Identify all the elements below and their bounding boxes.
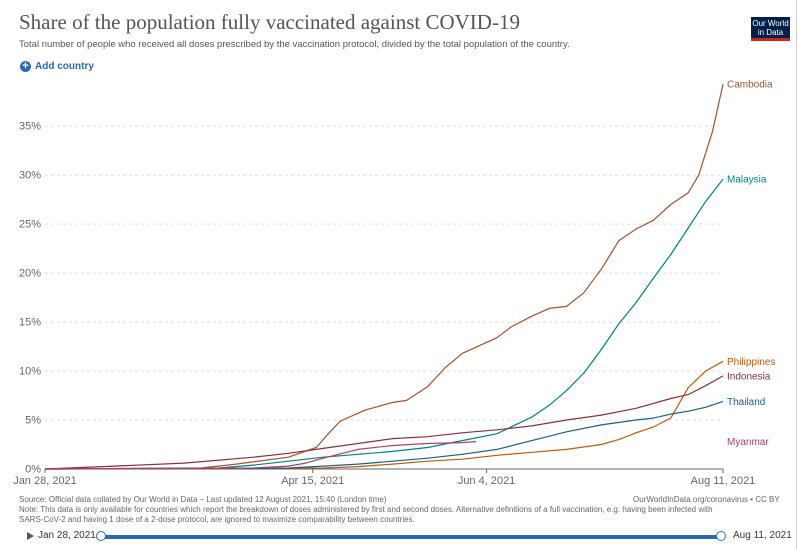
timeline-end-label: Aug 11, 2021 (733, 530, 792, 541)
definition-note-line1: Note: This data is only available for co… (19, 505, 713, 514)
chart-subtitle: Total number of people who received all … (19, 39, 570, 50)
credit-link[interactable]: OurWorldInData.org/coronavirus • CC BY (633, 495, 780, 504)
y-tick-label: 15% (19, 317, 41, 329)
y-tick-label: 25% (19, 219, 41, 231)
source-note: Source: Official data collated by Our Wo… (19, 495, 387, 504)
timeline-end-handle[interactable] (716, 531, 726, 541)
gridlines (45, 125, 723, 470)
frame-border (796, 0, 797, 549)
series-line-cambodia (44, 83, 724, 470)
add-country-label: Add country (35, 61, 94, 72)
x-tick-label: Jun 4, 2021 (458, 475, 516, 487)
series-label-philippines: Philippines (727, 357, 775, 368)
series-line-indonesia (44, 375, 724, 470)
timeline-start-handle[interactable] (96, 531, 106, 541)
y-tick-label: 20% (19, 268, 41, 280)
x-tick-label: Aug 11, 2021 (691, 475, 756, 487)
plus-icon: + (20, 61, 31, 72)
x-tick-label: Jan 28, 2021 (13, 475, 77, 487)
timeline-track[interactable] (101, 535, 721, 539)
logo-line1: Our World (752, 19, 789, 28)
y-axis-ticks: 0% 5% 10% 15% 20% 25% 30% 35% (19, 121, 41, 476)
owid-logo[interactable]: Our World in Data (751, 17, 790, 41)
series-label-cambodia: Cambodia (727, 80, 773, 91)
series-line-philippines (44, 360, 724, 470)
series-line-malaysia (44, 178, 724, 470)
series-lines (44, 83, 724, 470)
x-axis-ticks: Jan 28, 2021 Apr 15, 2021 Jun 4, 2021 Aug 1… (13, 469, 755, 487)
logo-line2: in Data (757, 28, 784, 37)
chart-title: Share of the population fully vaccinated… (19, 10, 520, 34)
series-label-myanmar: Myanmar (727, 437, 769, 448)
series-label-indonesia: Indonesia (727, 371, 771, 382)
y-tick-label: 10% (19, 366, 41, 378)
timeline-start: Jan 28, 2021 (27, 530, 96, 541)
series-labels: Cambodia Malaysia Philippines Indonesia Thai… (727, 80, 775, 449)
y-tick-label: 30% (19, 170, 41, 182)
x-tick-label: Apr 15, 2021 (281, 475, 344, 487)
line-chart: 0% 5% 10% 15% 20% 25% 30% 35% Jan 28, 2021 Apr 1… (13, 80, 775, 487)
definition-note-line2: SARS-CoV-2 and having 1 dose of a 2-dose… (19, 515, 415, 524)
series-line-thailand (44, 400, 724, 470)
y-tick-label: 35% (19, 121, 41, 133)
series-label-malaysia: Malaysia (727, 175, 767, 186)
y-tick-label: 5% (25, 415, 41, 427)
y-tick-label: 0% (25, 464, 41, 476)
series-line-myanmar (44, 441, 477, 470)
timeline-slider[interactable]: Jan 28, 2021 Aug 11, 2021 (0, 526, 796, 548)
timeline-start-label: Jan 28, 2021 (38, 530, 96, 541)
add-country-button[interactable]: + Add country (20, 61, 94, 72)
series-label-thailand: Thailand (727, 397, 765, 408)
play-icon[interactable] (27, 531, 34, 540)
